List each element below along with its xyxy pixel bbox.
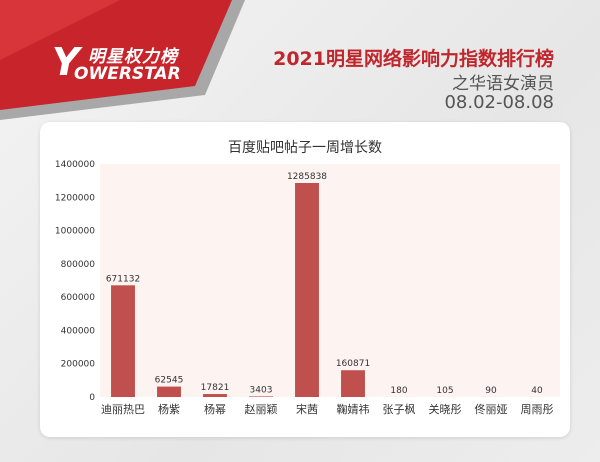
x-tick-label: 张子枫: [383, 402, 416, 416]
x-tick-label: 杨幂: [204, 402, 226, 416]
y-tick-label: 1000000: [55, 227, 95, 237]
bar-chart: 百度贴吧帖子一周增长数 0 200000 400000 600000 800000 100…: [55, 140, 560, 416]
page-subtitle: 之华语女演员: [452, 74, 554, 94]
bar: [157, 386, 181, 397]
date-range: 08.02-08.08: [444, 92, 554, 113]
x-axis: 迪丽热巴 杨紫 杨幂 赵丽颖 宋茜 鞠婧祎 张子枫 关晓彤 佟丽娅 周雨彤: [101, 402, 554, 416]
bar-value-label: 180: [390, 386, 407, 396]
bar: [203, 394, 227, 397]
bar-value-label: 17821: [201, 383, 230, 393]
chart-title: 百度贴吧帖子一周增长数: [228, 140, 382, 156]
bar-value-label: 90: [485, 386, 497, 396]
bar: [295, 182, 319, 397]
logo-english-text: OWERSTAR: [74, 64, 181, 84]
y-axis: 0 200000 400000 600000 800000 1000000 1200000 1…: [55, 160, 95, 403]
banner-highlight-shape: [0, 0, 120, 60]
bar: [111, 285, 135, 397]
x-tick-label: 佟丽娅: [475, 402, 508, 416]
x-tick-label: 赵丽颖: [245, 402, 278, 416]
chart-card: 百度贴吧帖子一周增长数 0 200000 400000 600000 800000 100…: [40, 122, 570, 437]
y-tick-label: 200000: [61, 360, 96, 370]
bar-value-label: 671132: [106, 274, 140, 284]
bar-series: [111, 182, 549, 397]
y-tick-label: 600000: [61, 293, 96, 303]
bar-value-label: 40: [531, 386, 543, 396]
y-tick-label: 1400000: [55, 160, 95, 170]
x-tick-label: 周雨彤: [521, 403, 554, 416]
y-tick-label: 800000: [61, 260, 96, 270]
x-tick-label: 鞠婧祎: [337, 402, 370, 416]
bar-value-label: 1285838: [287, 172, 327, 182]
brand-logo: Y 明星权力榜 OWERSTAR: [52, 40, 212, 90]
x-tick-label: 迪丽热巴: [101, 403, 145, 416]
y-tick-label: 400000: [61, 326, 96, 336]
data-labels: 671132 62545 17821 3403 1285838 160871 180 105 9…: [106, 172, 543, 396]
bar-value-label: 62545: [155, 376, 184, 386]
y-tick-label: 0: [89, 393, 95, 403]
bar-value-label: 160871: [336, 359, 370, 369]
logo-chinese-text: 明星权力榜: [88, 47, 178, 67]
page-title: 2021明星网络影响力指数排行榜: [273, 48, 554, 70]
logo-y-mark: Y: [52, 40, 79, 84]
x-tick-label: 关晓彤: [429, 402, 462, 416]
y-tick-label: 1200000: [55, 193, 95, 203]
bar-value-label: 3403: [250, 385, 273, 395]
bar-value-label: 105: [436, 386, 453, 396]
bar: [249, 396, 273, 397]
plot-area: [100, 164, 560, 397]
x-tick-label: 宋茜: [296, 402, 318, 416]
bar: [341, 370, 365, 397]
x-tick-label: 杨紫: [158, 402, 180, 416]
